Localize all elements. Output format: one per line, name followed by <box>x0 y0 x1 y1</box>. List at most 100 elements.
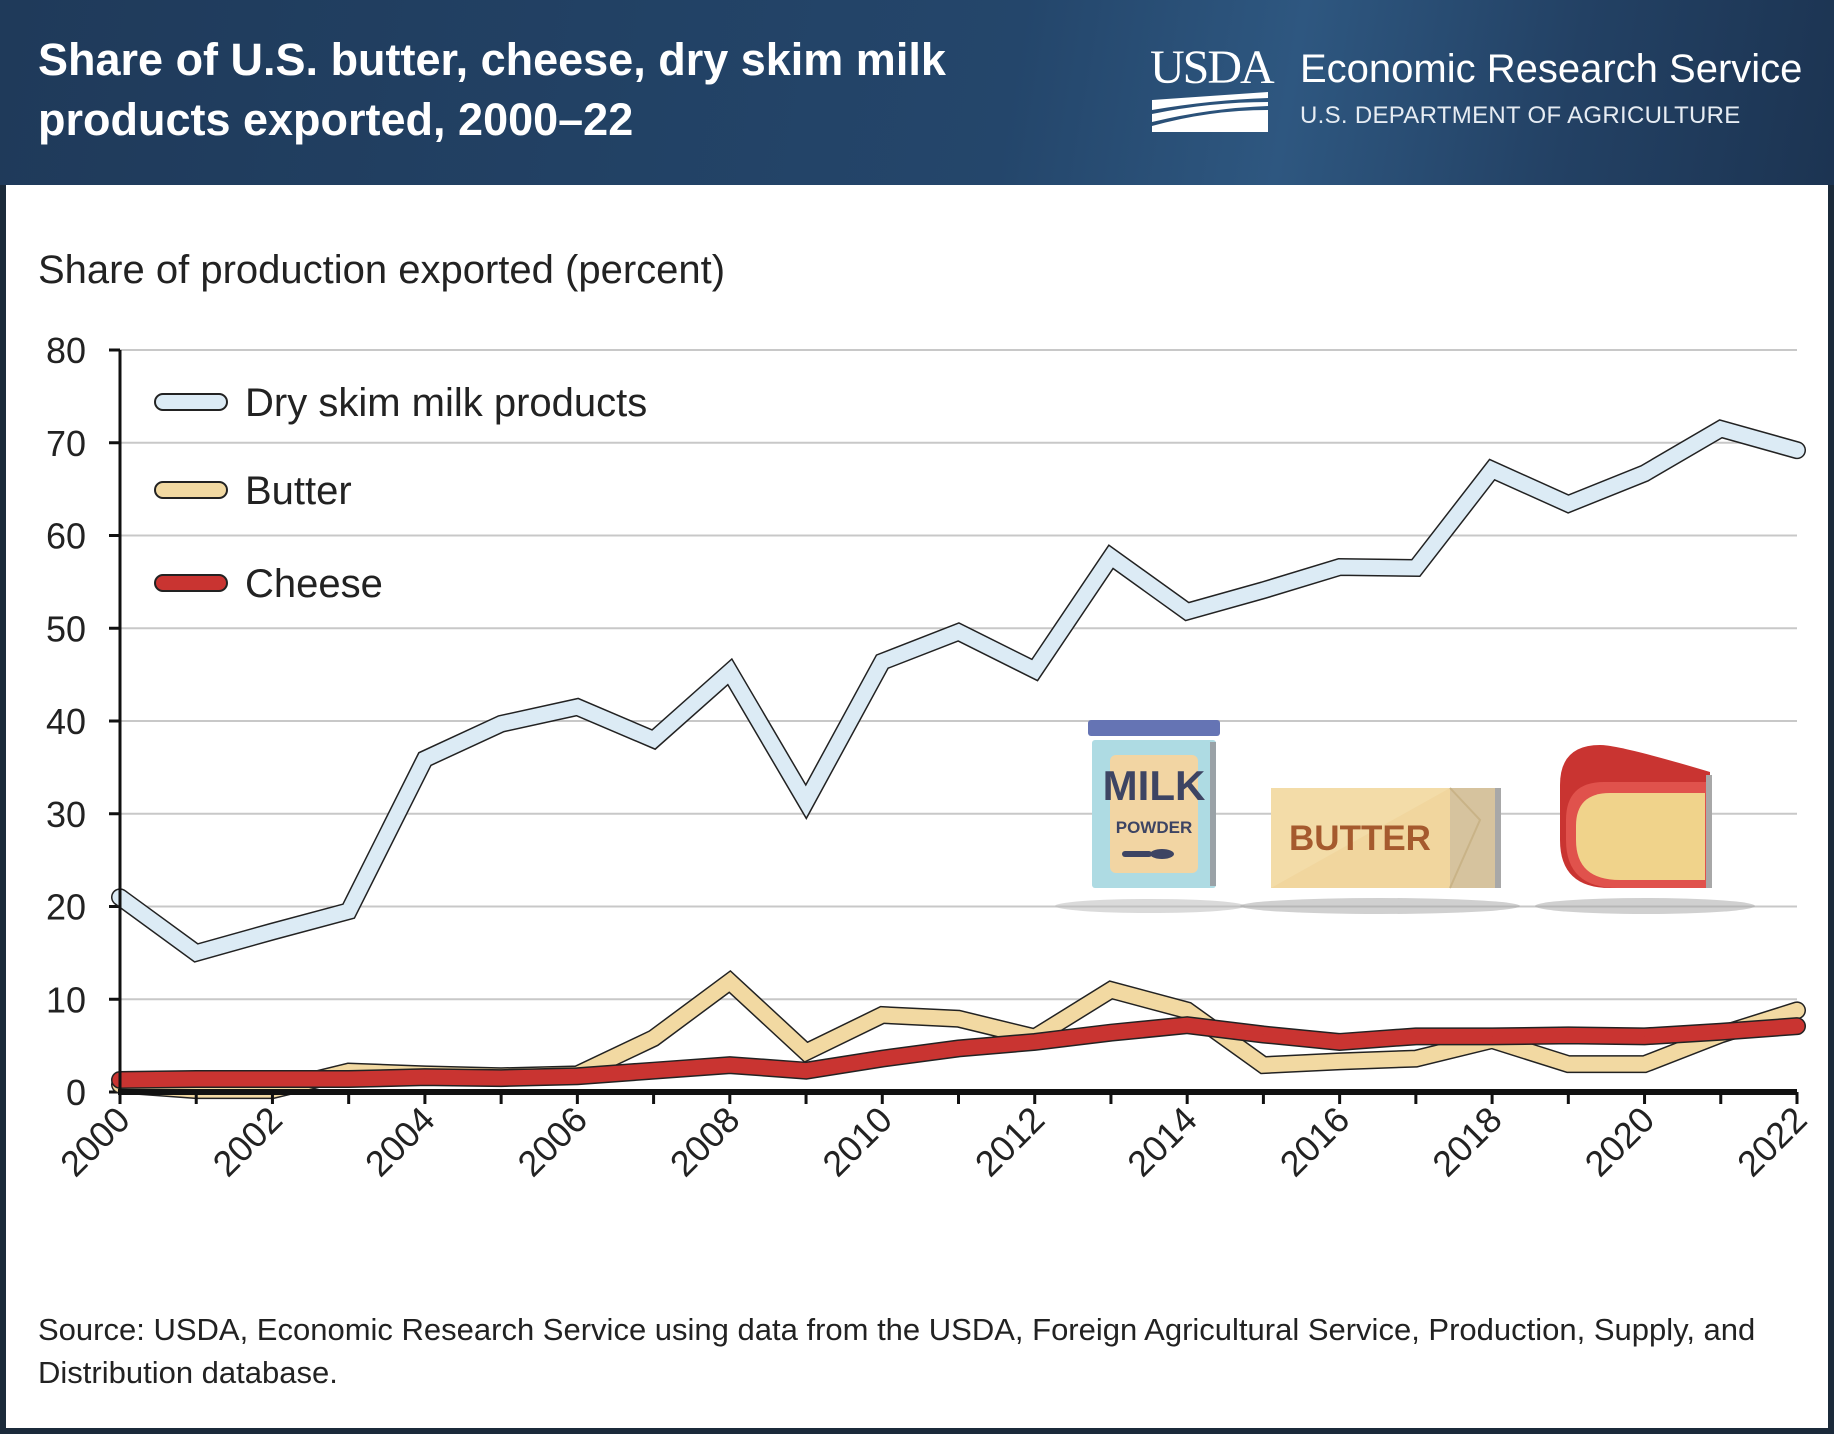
agency-name: Economic Research Service <box>1300 47 1803 91</box>
svg-text:POWDER: POWDER <box>1116 818 1193 837</box>
x-tick-label: 2012 <box>967 1099 1053 1185</box>
data-point <box>958 1047 959 1049</box>
data-point <box>500 1077 502 1079</box>
data-point <box>1796 1025 1798 1027</box>
usda-field-icon <box>1152 92 1268 132</box>
x-tick-label: 2008 <box>662 1099 748 1185</box>
butter-icon: BUTTER <box>1271 787 1501 889</box>
data-point <box>1567 503 1569 505</box>
data-point <box>881 1058 883 1060</box>
cheese-icon <box>1560 745 1712 888</box>
data-point <box>1720 428 1722 430</box>
data-point <box>1339 1060 1341 1062</box>
data-point <box>348 1078 350 1080</box>
data-point <box>195 1078 197 1080</box>
axes <box>118 350 1797 1096</box>
data-point <box>881 1014 883 1016</box>
data-point <box>1415 1058 1417 1060</box>
data-point <box>958 631 959 633</box>
data-point <box>1796 449 1798 451</box>
milk-powder-icon: MILK POWDER <box>1088 720 1220 888</box>
x-tick-label: 2006 <box>509 1099 595 1185</box>
svg-text:MILK: MILK <box>1103 762 1206 809</box>
data-point <box>271 1078 273 1080</box>
header-banner: Share of U.S. butter, cheese, dry skim m… <box>0 0 1834 185</box>
data-point <box>1567 1063 1569 1065</box>
data-point <box>805 1051 807 1053</box>
data-point <box>1186 1024 1188 1026</box>
y-tick-label: 70 <box>46 423 86 464</box>
data-point <box>653 1037 655 1039</box>
data-point <box>1262 589 1264 591</box>
data-point <box>1110 556 1112 558</box>
data-point <box>1339 566 1341 568</box>
gridlines <box>120 349 1797 1001</box>
data-point <box>805 1070 807 1072</box>
legend-label: Dry skim milk products <box>245 381 647 425</box>
y-tick-label: 10 <box>46 979 86 1020</box>
data-point <box>1339 1041 1341 1043</box>
y-tick-label: 20 <box>46 887 86 928</box>
data-point <box>424 1076 426 1078</box>
data-point <box>1262 1064 1264 1066</box>
data-point <box>1644 472 1646 474</box>
data-point <box>195 952 197 954</box>
data-point <box>881 661 883 663</box>
series-line-dry-skim-milk-products <box>112 420 1805 962</box>
data-point <box>1644 1035 1646 1037</box>
usda-logo-text: USDA <box>1150 41 1275 94</box>
department-name: U.S. DEPARTMENT OF AGRICULTURE <box>1300 102 1741 129</box>
legend: Dry skim milk products Butter Cheese <box>154 381 647 606</box>
data-point <box>1491 469 1493 471</box>
svg-text:BUTTER: BUTTER <box>1289 819 1431 858</box>
data-point <box>805 801 807 803</box>
milk-shadow <box>1055 899 1245 913</box>
data-point <box>1567 1034 1569 1036</box>
chart-title: Share of U.S. butter, cheese, dry skim m… <box>38 34 946 145</box>
data-point <box>1415 567 1417 569</box>
data-point <box>1720 1031 1722 1033</box>
data-point <box>653 739 655 741</box>
data-point <box>1034 669 1036 671</box>
y-axis-title: Share of production exported (percent) <box>38 248 726 292</box>
x-tick-label: 2014 <box>1119 1099 1205 1185</box>
x-axis-ticks: 2000 2002 2004 2006 2008 2010 2012 2014 2016 2018… <box>52 1092 1815 1184</box>
y-tick-label: 30 <box>46 794 86 835</box>
x-tick-label: 2018 <box>1424 1099 1510 1185</box>
data-point <box>1186 611 1188 613</box>
x-tick-label: 2020 <box>1577 1099 1663 1185</box>
x-tick-label: 2022 <box>1729 1099 1815 1185</box>
data-point <box>729 1064 731 1066</box>
x-tick-label: 2004 <box>357 1099 443 1185</box>
cheese-shadow <box>1535 898 1755 914</box>
x-tick-label: 2000 <box>52 1099 138 1185</box>
data-point <box>958 1018 959 1020</box>
x-tick-label: 2016 <box>1272 1099 1358 1185</box>
data-point <box>271 931 273 933</box>
data-point <box>348 910 350 912</box>
data-point <box>500 723 502 725</box>
y-tick-label: 0 <box>66 1072 86 1113</box>
y-tick-label: 80 <box>46 330 86 371</box>
data-point <box>1491 1035 1493 1037</box>
series-lines <box>111 419 1806 1100</box>
data-point <box>1644 1063 1646 1065</box>
legend-label: Butter <box>245 469 352 513</box>
data-point <box>576 1075 578 1077</box>
legend-swatch <box>154 393 228 411</box>
data-point <box>576 706 578 708</box>
y-axis-ticks: 0 10 20 30 40 50 60 70 80 <box>46 330 120 1113</box>
data-point <box>1415 1035 1417 1037</box>
data-point <box>1796 1009 1798 1011</box>
butter-shadow <box>1240 898 1520 914</box>
data-point <box>1110 1032 1112 1034</box>
data-point <box>729 981 731 983</box>
data-point <box>653 1070 655 1072</box>
data-point <box>1262 1033 1264 1035</box>
legend-swatch <box>154 481 228 499</box>
y-tick-label: 60 <box>46 516 86 557</box>
data-point <box>1186 1009 1188 1011</box>
x-tick-label: 2002 <box>204 1099 290 1185</box>
